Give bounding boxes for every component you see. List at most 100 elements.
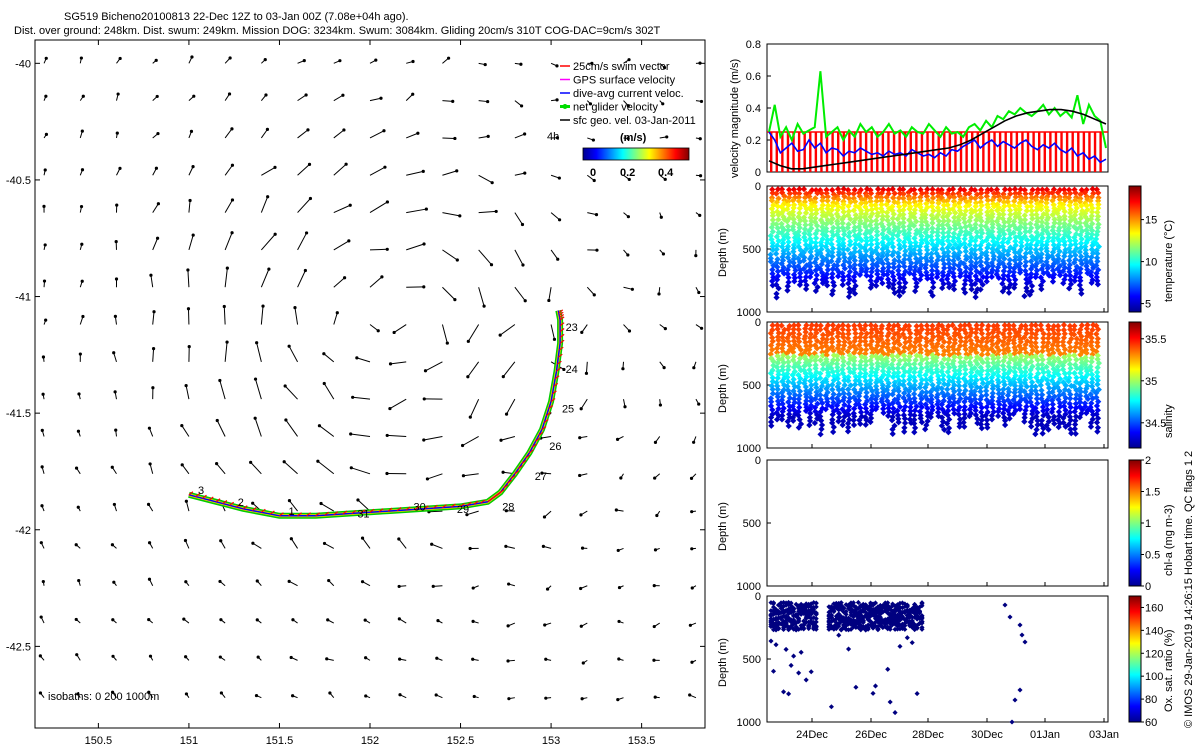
swim-vector — [414, 505, 420, 510]
current-vector-head — [579, 407, 583, 411]
current-vector-head — [617, 585, 622, 590]
profile-sample — [795, 424, 802, 431]
current-vector-head — [555, 64, 559, 68]
colorbar-tick-label: 0.5 — [1145, 550, 1160, 562]
profile-sample — [1038, 214, 1045, 221]
profile-sample — [812, 395, 819, 403]
current-vector — [406, 170, 424, 176]
profile-sample — [1043, 241, 1050, 249]
profile-sample — [1067, 209, 1074, 216]
profile-sample — [1056, 196, 1064, 203]
current-vector-head — [662, 366, 666, 370]
profile-sample — [784, 418, 791, 425]
profile-sample — [930, 284, 937, 291]
profile-sample — [1077, 286, 1085, 293]
current-vector-head — [227, 92, 232, 96]
current-vector-head — [581, 661, 585, 665]
current-vector — [431, 543, 443, 549]
profile-sample — [1038, 194, 1046, 201]
day-label: 31 — [357, 508, 369, 520]
profile-sample — [1087, 269, 1095, 276]
current-vector-head — [40, 465, 44, 469]
current-vector-head — [148, 462, 152, 466]
profile-sample — [1087, 197, 1094, 205]
current-vector-head — [523, 132, 527, 136]
current-vector-head — [253, 416, 257, 420]
colorbar-tick-label: 1 — [1145, 518, 1151, 530]
profile-sample — [1060, 201, 1067, 208]
profile-sample — [1056, 216, 1063, 224]
profile-sample — [1094, 197, 1102, 204]
current-vector-head — [661, 102, 665, 106]
current-vector — [406, 132, 419, 139]
current-vector — [478, 135, 489, 139]
legend-entry-label: sfc geo. vel. 03-Jan-2011 — [573, 115, 696, 127]
current-vector-head — [692, 440, 696, 444]
current-vector — [514, 133, 525, 139]
profile-sample — [983, 274, 990, 281]
current-vector-head — [453, 136, 457, 141]
profile-sample — [950, 273, 957, 280]
depth-tick-label: 0 — [755, 181, 761, 193]
swim-vector — [525, 454, 531, 459]
current-vector — [350, 433, 371, 437]
profile-sample — [1078, 260, 1086, 268]
profile-sample — [1027, 220, 1034, 227]
current-vector-head — [616, 548, 620, 553]
swim-speed-bar — [904, 132, 907, 172]
current-vector-head — [343, 276, 347, 280]
current-vector — [224, 199, 233, 213]
profile-sample — [817, 387, 824, 394]
current-vector — [351, 467, 371, 475]
current-vector-head — [111, 618, 115, 622]
profile-sample — [1027, 249, 1034, 256]
swim-speed-bar — [954, 132, 957, 172]
profile-sample — [785, 358, 792, 366]
current-vector — [187, 269, 190, 288]
profile-sample — [1092, 235, 1100, 243]
current-vector-head — [222, 304, 226, 309]
current-vector-head — [595, 248, 599, 252]
current-vector-head — [40, 428, 44, 433]
current-vector — [390, 361, 407, 365]
current-vector-head — [112, 351, 116, 355]
current-vector — [290, 538, 298, 549]
profile-sample — [1043, 216, 1051, 224]
profile-sample — [1066, 202, 1073, 209]
profile-sample — [828, 258, 835, 265]
current-vector — [320, 503, 335, 512]
current-vector — [297, 232, 308, 251]
swim-vector — [480, 499, 486, 504]
current-vector-head — [662, 66, 667, 70]
profile-sample — [806, 255, 814, 262]
current-vector — [317, 460, 335, 475]
profile-sample — [995, 274, 1002, 282]
current-vector-head — [453, 298, 457, 302]
swim-vector — [558, 346, 564, 351]
profile-sample — [979, 281, 986, 288]
current-vector-head — [690, 586, 694, 590]
current-vector — [223, 306, 226, 325]
profile-sample — [1094, 224, 1102, 231]
profile-sample — [873, 263, 881, 270]
swim-vector — [306, 512, 311, 517]
current-vector — [260, 233, 276, 251]
swim-speed-bar — [870, 132, 873, 172]
current-vector-head — [115, 203, 119, 207]
current-vector-head — [328, 691, 332, 695]
current-vector-head — [411, 59, 415, 64]
profile-sample — [1088, 227, 1096, 234]
current-vector-head — [458, 214, 462, 218]
velocity-ytick-label: 0.6 — [746, 71, 761, 83]
profile-sample — [1001, 255, 1008, 262]
mission-stats: Dist. over ground: 248km. Dist. swum: 24… — [14, 25, 661, 37]
profile-sample — [1032, 273, 1039, 281]
swim-vector — [433, 504, 438, 509]
velocity-panel: velocity magnitude (m/s) 00.20.40.60.8 — [729, 39, 1109, 179]
current-vector — [333, 163, 347, 176]
swim-vector — [442, 504, 447, 509]
profile-sample — [972, 289, 979, 296]
profile-colorbar — [1128, 321, 1142, 449]
profile-sample — [778, 322, 785, 329]
current-vector-head — [44, 56, 48, 60]
